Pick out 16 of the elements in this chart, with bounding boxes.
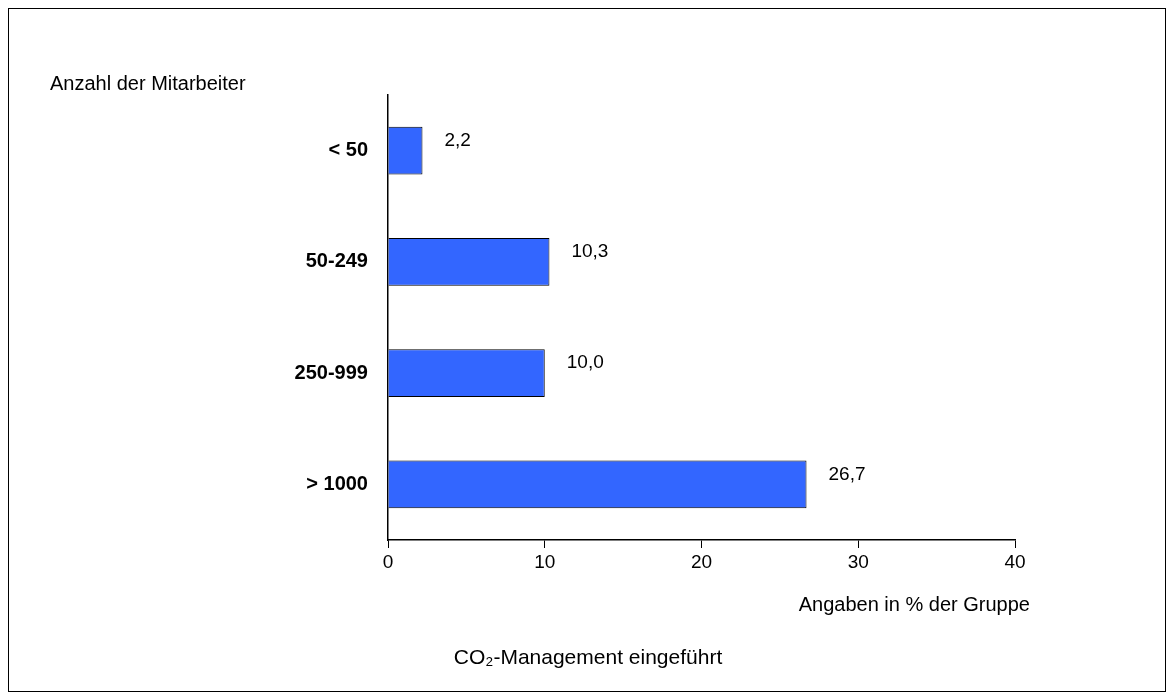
y-axis-title: Anzahl der Mitarbeiter bbox=[50, 71, 247, 96]
y-tick-label: > 1000 bbox=[306, 471, 368, 494]
data-label: 2,2 bbox=[444, 128, 471, 150]
x-tick-label: 20 bbox=[690, 550, 713, 572]
text: CO₂-Management eingeführt bbox=[452, 645, 724, 669]
x-tick-label: 30 bbox=[847, 550, 869, 572]
x-axis-title: Angaben in % der Gruppe bbox=[798, 593, 1030, 616]
data-label: 26,7 bbox=[828, 462, 866, 484]
x-tick-label: 0 bbox=[382, 550, 394, 572]
x-tick-label: 40 bbox=[1004, 550, 1026, 572]
y-tick-label: 50-249 bbox=[305, 249, 368, 272]
data-label: 10,3 bbox=[571, 240, 609, 262]
y-tick-label: 250-999 bbox=[294, 360, 368, 383]
y-tick-label: < 50 bbox=[328, 138, 368, 161]
data-label: 10,0 bbox=[566, 351, 604, 373]
x-tick-label: 10 bbox=[534, 550, 556, 572]
